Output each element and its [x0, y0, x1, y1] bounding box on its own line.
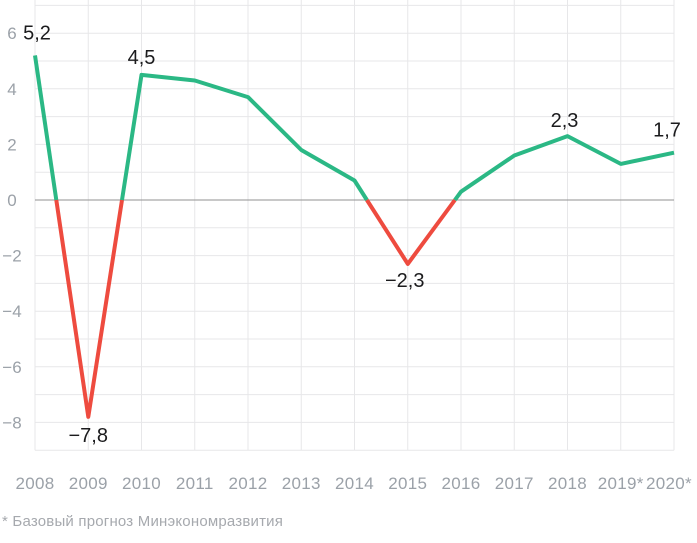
line-segment-positive [453, 134, 675, 202]
line-segment-positive [120, 72, 369, 202]
y-axis-tick-label: 0 [7, 191, 16, 210]
x-axis-year-label: 2010 [122, 474, 161, 493]
data-point-label: −7,8 [69, 425, 108, 447]
data-point-label: 2,3 [551, 110, 579, 132]
x-axis-year-label: 2014 [335, 474, 374, 493]
y-axis-tick-label: 4 [7, 80, 16, 99]
line-segment-positive [33, 55, 59, 201]
x-axis-year-label: 2016 [441, 474, 480, 493]
y-axis-tick-label: −4 [2, 302, 21, 321]
x-axis-year-label: 2019* [598, 474, 644, 493]
data-point-label: 1,7 [653, 120, 681, 142]
y-axis-tick-label: 2 [7, 135, 16, 154]
line-segment-negative [54, 199, 124, 419]
data-point-label: 5,2 [23, 22, 51, 44]
x-axis-year-label: 2011 [176, 474, 214, 493]
line-segment-negative [365, 198, 457, 266]
x-axis-year-label: 2017 [495, 474, 534, 493]
data-point-label: 4,5 [128, 47, 156, 69]
data-point-label: −2,3 [385, 270, 424, 292]
x-axis-year-label: 2020* [646, 474, 692, 493]
x-axis-year-label: 2012 [228, 474, 267, 493]
y-axis-tick-label: −8 [2, 413, 21, 432]
x-axis-year-label: 2013 [282, 474, 321, 493]
chart-footnote: * Базовый прогноз Минэкономразвития [2, 513, 284, 530]
x-axis-year-label: 2018 [548, 474, 587, 493]
x-axis-year-label: 2015 [388, 474, 427, 493]
x-axis-year-label: 2008 [15, 474, 54, 493]
y-axis-tick-label: −6 [2, 358, 21, 377]
x-axis-year-label: 2009 [69, 474, 108, 493]
y-axis-tick-label: −2 [2, 247, 21, 266]
y-axis-tick-label: 6 [7, 24, 16, 43]
